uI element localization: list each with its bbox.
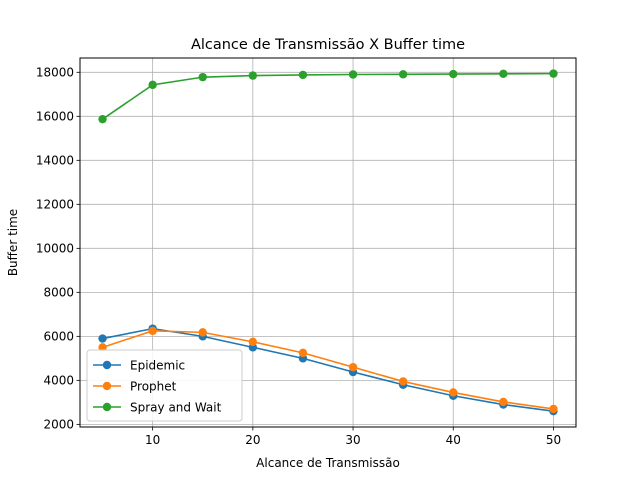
data-point-spray-and-wait	[348, 70, 358, 79]
series-line-spray-and-wait	[102, 72, 554, 120]
y-tick-label: 16000	[36, 109, 74, 123]
y-tick-label: 4000	[43, 373, 74, 387]
data-point-spray-and-wait	[298, 70, 308, 80]
data-point-prophet	[449, 388, 458, 397]
series-prophet	[98, 326, 558, 414]
y-tick-label: 18000	[36, 65, 74, 79]
data-point-prophet	[198, 328, 207, 337]
data-point-spray-and-wait	[248, 71, 258, 80]
x-tick-label: 20	[245, 433, 260, 447]
legend-label: Prophet	[130, 380, 177, 394]
chart-title: Alcance de Transmissão X Buffer time	[191, 37, 465, 53]
data-point-prophet	[248, 337, 258, 347]
data-point-spray-and-wait	[148, 80, 157, 90]
plot-frame	[79, 57, 577, 428]
y-tick-label: 12000	[36, 197, 74, 211]
legend-label: Spray and Wait	[130, 401, 222, 415]
x-axis-label: Alcance de Transmissão	[256, 456, 400, 470]
y-tick-label: 10000	[36, 241, 74, 255]
legend-item-prophet: Prophet	[93, 380, 177, 394]
y-tick-label: 8000	[43, 285, 74, 299]
legend-item-spray-and-wait: Spray and Wait	[93, 401, 222, 415]
x-tick-label: 50	[546, 433, 561, 447]
data-point-prophet	[348, 362, 358, 372]
data-point-spray-and-wait	[198, 72, 207, 82]
data-point-spray-and-wait	[98, 114, 107, 124]
data-point-epidemic	[98, 334, 107, 343]
x-tick-label: 10	[145, 433, 160, 447]
x-tick-label: 40	[446, 433, 461, 447]
x-tick-label: 30	[345, 433, 360, 447]
data-point-spray-and-wait	[449, 69, 458, 79]
legend-marker	[102, 402, 112, 412]
data-point-prophet	[499, 397, 508, 407]
series-line-prophet	[102, 330, 554, 410]
series-line-epidemic	[102, 327, 554, 412]
data-point-spray-and-wait	[398, 70, 408, 79]
y-tick-label: 6000	[43, 329, 74, 343]
series-layer	[98, 69, 558, 416]
data-point-prophet	[98, 343, 107, 352]
y-tick-label: 14000	[36, 153, 74, 167]
legend: Epidemic Prophet Spray and Wait	[86, 349, 243, 422]
data-point-prophet	[148, 326, 157, 336]
data-point-spray-and-wait	[549, 69, 558, 78]
legend-marker	[102, 381, 112, 391]
data-point-prophet	[298, 348, 308, 358]
series-spray-and-wait	[98, 69, 558, 124]
data-point-prophet	[398, 377, 408, 386]
legend-marker	[102, 360, 112, 370]
legend-label: Epidemic	[130, 359, 185, 373]
data-point-prophet	[549, 404, 558, 414]
data-point-spray-and-wait	[499, 69, 508, 79]
legend-box	[86, 349, 243, 422]
ticks: 10 20 30 40 50 2000 4000 6000 8000 10000 12000 1400…	[36, 65, 561, 447]
y-tick-label: 2000	[43, 417, 74, 431]
grid	[80, 58, 576, 427]
legend-item-epidemic: Epidemic	[93, 359, 185, 373]
y-axis-label: Buffer time	[6, 209, 20, 276]
